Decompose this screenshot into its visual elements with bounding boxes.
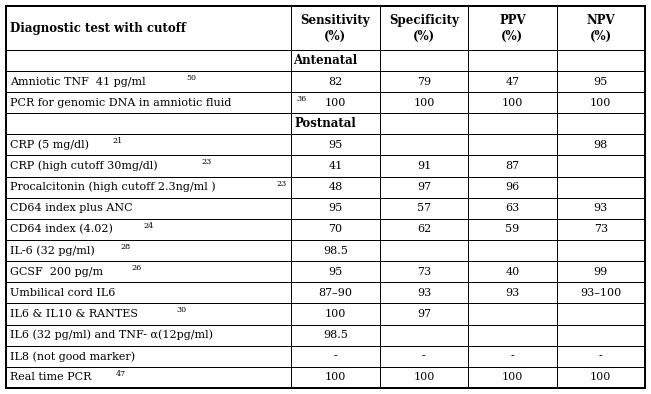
Text: 100: 100: [413, 372, 435, 383]
Text: 30: 30: [176, 307, 186, 314]
Text: 87–90: 87–90: [318, 288, 352, 298]
Text: -: -: [510, 351, 514, 361]
Text: 100: 100: [502, 372, 523, 383]
Text: 97: 97: [417, 182, 431, 192]
Text: Real time PCR: Real time PCR: [10, 372, 91, 383]
Text: 57: 57: [417, 203, 431, 213]
Text: GCSF  200 pg/m: GCSF 200 pg/m: [10, 267, 103, 277]
Text: 62: 62: [417, 225, 431, 234]
Text: 36: 36: [297, 95, 307, 103]
Text: 48: 48: [328, 182, 342, 192]
Text: 47: 47: [116, 370, 126, 378]
Text: 100: 100: [502, 98, 523, 108]
Text: 98: 98: [594, 140, 608, 150]
Text: 41: 41: [328, 161, 342, 171]
Text: 95: 95: [328, 140, 342, 150]
Text: 23: 23: [276, 180, 286, 188]
Text: CD64 index (4.02): CD64 index (4.02): [10, 224, 113, 234]
Text: Diagnostic test with cutoff: Diagnostic test with cutoff: [10, 22, 186, 35]
Text: -: -: [599, 351, 603, 361]
Text: 98.5: 98.5: [323, 245, 348, 256]
Text: Sensitivity
(%): Sensitivity (%): [301, 13, 370, 43]
Text: CRP (5 mg/dl): CRP (5 mg/dl): [10, 139, 89, 150]
Text: -: -: [422, 351, 426, 361]
Text: 26: 26: [131, 264, 141, 272]
Text: 100: 100: [413, 98, 435, 108]
Text: 93: 93: [594, 203, 608, 213]
Text: 95: 95: [328, 267, 342, 277]
Text: 95: 95: [594, 76, 608, 87]
Text: 93: 93: [417, 288, 431, 298]
Text: 98.5: 98.5: [323, 330, 348, 340]
Text: 50: 50: [186, 74, 196, 82]
Text: 73: 73: [594, 225, 608, 234]
Text: 82: 82: [328, 76, 342, 87]
Text: NPV
(%): NPV (%): [587, 13, 615, 43]
Text: 40: 40: [505, 267, 519, 277]
Text: Procalcitonin (high cutoff 2.3ng/ml ): Procalcitonin (high cutoff 2.3ng/ml ): [10, 182, 215, 192]
Text: 59: 59: [505, 225, 519, 234]
Text: IL-6 (32 pg/ml): IL-6 (32 pg/ml): [10, 245, 95, 256]
Text: 28: 28: [120, 243, 130, 251]
Text: PPV
(%): PPV (%): [499, 13, 525, 43]
Text: PCR for genomic DNA in amniotic fluid: PCR for genomic DNA in amniotic fluid: [10, 98, 231, 108]
Text: 96: 96: [505, 182, 519, 192]
Text: 99: 99: [594, 267, 608, 277]
Text: Umbilical cord IL6: Umbilical cord IL6: [10, 288, 115, 298]
Text: Amniotic TNF  41 pg/ml: Amniotic TNF 41 pg/ml: [10, 76, 146, 87]
Text: 23: 23: [201, 158, 212, 166]
Text: 73: 73: [417, 267, 431, 277]
Text: 95: 95: [328, 203, 342, 213]
Text: IL8 (not good marker): IL8 (not good marker): [10, 351, 135, 362]
Text: 79: 79: [417, 76, 431, 87]
Text: CRP (high cutoff 30mg/dl): CRP (high cutoff 30mg/dl): [10, 161, 158, 171]
Text: 70: 70: [328, 225, 342, 234]
Text: 93: 93: [505, 288, 519, 298]
Text: 63: 63: [505, 203, 519, 213]
Text: 87: 87: [505, 161, 519, 171]
Text: 100: 100: [325, 309, 346, 319]
Text: 21: 21: [113, 137, 123, 145]
Text: IL6 (32 pg/ml) and TNF- α(12pg/ml): IL6 (32 pg/ml) and TNF- α(12pg/ml): [10, 330, 213, 340]
Text: Postnatal: Postnatal: [295, 117, 356, 130]
Text: Antenatal: Antenatal: [294, 54, 357, 67]
Text: -: -: [333, 351, 337, 361]
Text: 47: 47: [505, 76, 519, 87]
Text: Specificity
(%): Specificity (%): [389, 13, 459, 43]
Text: 100: 100: [590, 372, 611, 383]
Text: 100: 100: [325, 98, 346, 108]
Text: IL6 & IL10 & RANTES: IL6 & IL10 & RANTES: [10, 309, 138, 319]
Text: 91: 91: [417, 161, 431, 171]
Text: 93–100: 93–100: [580, 288, 622, 298]
Text: 97: 97: [417, 309, 431, 319]
Text: CD64 index plus ANC: CD64 index plus ANC: [10, 203, 133, 213]
Text: 24: 24: [144, 222, 154, 230]
Text: 100: 100: [590, 98, 611, 108]
Text: 100: 100: [325, 372, 346, 383]
